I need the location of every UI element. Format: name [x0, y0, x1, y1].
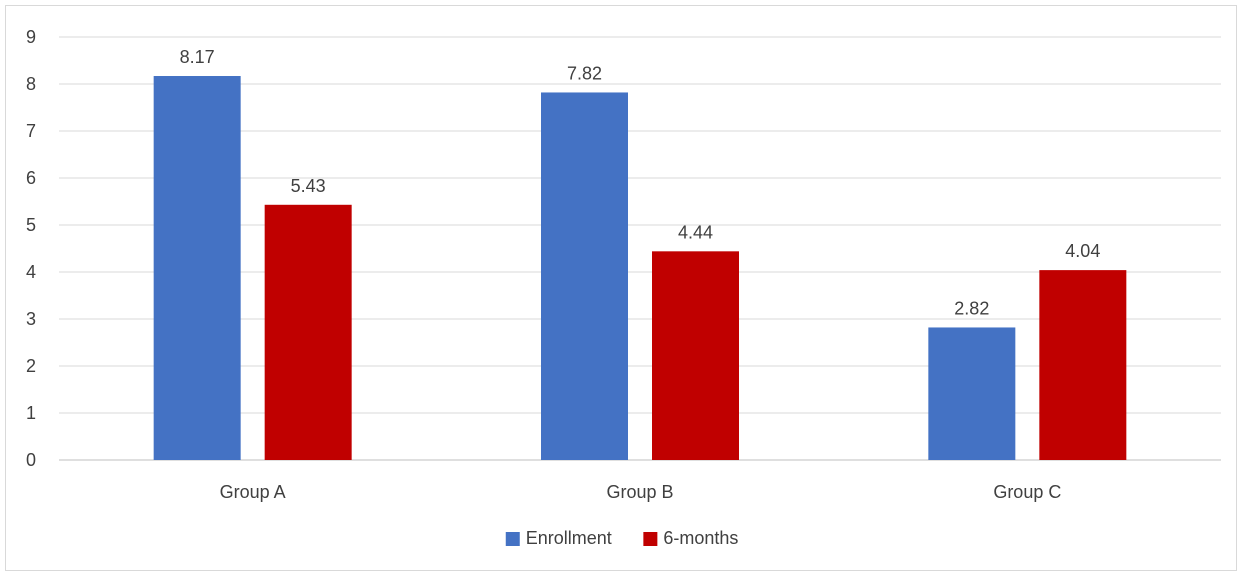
y-tick-label: 4 — [26, 262, 36, 282]
legend-label: Enrollment — [526, 528, 612, 548]
y-tick-label: 6 — [26, 168, 36, 188]
y-axis-tick-labels: 0 1 2 3 4 5 6 7 8 9 — [26, 27, 36, 470]
data-label: 4.44 — [678, 222, 713, 242]
legend-swatch — [505, 532, 520, 546]
data-label: 2.82 — [954, 298, 989, 318]
y-tick-label: 1 — [26, 403, 36, 423]
y-tick-label: 2 — [26, 356, 36, 376]
y-tick-label: 0 — [26, 450, 36, 470]
gridlines — [59, 36, 1221, 461]
data-label: 8.17 — [180, 47, 215, 67]
legend: Enrollment 6-months — [505, 528, 738, 548]
data-label: 7.82 — [567, 63, 602, 83]
y-tick-label: 5 — [26, 215, 36, 235]
chart-frame: 0 1 2 3 4 5 6 7 8 9 8.17 5.43 7.82 4.44 2.82 4.04 Grou… — [5, 5, 1237, 571]
legend-label: 6-months — [663, 528, 738, 548]
data-label: 4.04 — [1065, 241, 1100, 261]
bar-chart: 0 1 2 3 4 5 6 7 8 9 8.17 5.43 7.82 4.44 2.82 4.04 Grou… — [26, 27, 1221, 548]
bar — [652, 251, 739, 460]
data-label: 5.43 — [291, 176, 326, 196]
y-tick-label: 7 — [26, 121, 36, 141]
legend-swatch — [643, 532, 658, 546]
y-tick-label: 8 — [26, 74, 36, 94]
data-labels: 8.17 5.43 7.82 4.44 2.82 4.04 — [180, 47, 1101, 318]
bar — [153, 76, 241, 460]
bar — [541, 92, 628, 461]
x-tick-label: Group B — [606, 482, 673, 502]
bar — [928, 327, 1016, 460]
x-tick-label: Group A — [220, 482, 286, 502]
y-tick-label: 3 — [26, 309, 36, 329]
bars — [153, 76, 1127, 461]
x-tick-label: Group C — [993, 482, 1061, 502]
y-tick-label: 9 — [26, 27, 36, 47]
x-axis-tick-labels: Group A Group B Group C — [220, 482, 1062, 502]
bar — [1039, 270, 1127, 460]
bar — [264, 204, 352, 460]
